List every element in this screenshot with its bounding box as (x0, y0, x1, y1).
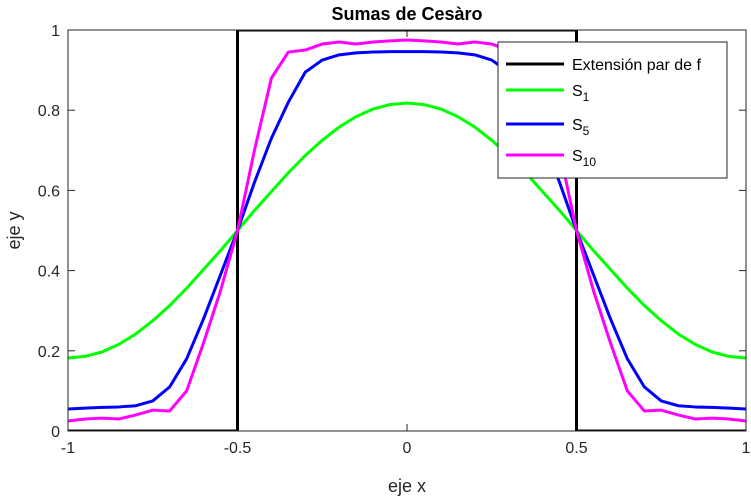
series-line-s1 (68, 101, 746, 360)
x-tick-label: -0.5 (224, 440, 252, 457)
x-tick-label: -1 (61, 440, 75, 457)
y-tick-label: 1 (51, 23, 60, 40)
y-tick-label: 0.2 (38, 344, 60, 361)
y-tick-label: 0.4 (38, 264, 60, 281)
x-tick-label: 0.5 (565, 440, 587, 457)
series-line-s10 (68, 38, 746, 423)
y-axis-label: eje y (4, 211, 24, 249)
plot-frame (67, 29, 747, 432)
y-tick-label: 0.6 (38, 183, 60, 200)
x-tick-label: 0 (403, 440, 412, 457)
legend-label: S1 (572, 83, 590, 104)
series-line-s5 (68, 50, 746, 411)
x-axis-label: eje x (388, 476, 426, 496)
y-tick-label: 0 (51, 424, 60, 441)
legend-label: Extensión par de f (572, 57, 702, 74)
legend-label: S5 (572, 117, 590, 138)
chart-title: Sumas de Cesàro (331, 4, 482, 24)
y-tick-label: 0.8 (38, 103, 60, 120)
legend: Extensión par de f S1 S5 S10 (497, 41, 728, 179)
x-tick-label: 1 (742, 440, 751, 457)
legend-label: S10 (572, 148, 596, 169)
axis-ticks: -1 -0.5 0 0.5 1 0 0.2 0.4 0.6 0.8 1 (38, 23, 751, 457)
series-lines (68, 30, 746, 431)
